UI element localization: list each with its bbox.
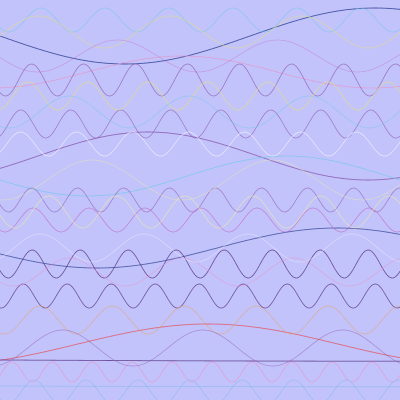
wave-short-purple-a xyxy=(0,63,400,97)
wave-short-violet-a xyxy=(0,249,400,279)
wave-mid-pink xyxy=(0,257,400,287)
wave-mid-cyan xyxy=(0,95,400,129)
wave-mid-magenta xyxy=(0,39,400,73)
wave-short-pink xyxy=(0,361,400,383)
wave-mid-purple xyxy=(0,329,400,367)
wave-short-white xyxy=(0,131,400,157)
wave-short-blue xyxy=(0,379,400,400)
wave-mid-yellow xyxy=(0,15,400,49)
wave-long-pink xyxy=(0,55,400,89)
wave-short-yellow-b xyxy=(0,195,400,229)
wave-short-orange xyxy=(0,305,400,335)
wave-short-purple-b xyxy=(0,109,400,139)
wave-flat-blue xyxy=(0,385,400,388)
wave-mid-light-yellow xyxy=(0,159,400,201)
wave-short-yellow-a xyxy=(0,81,400,111)
wave-long-navy-top xyxy=(0,7,400,65)
wave-long-cyan xyxy=(0,155,400,197)
wave-long-red-bottom xyxy=(0,323,400,361)
wave-short-cyan xyxy=(0,7,400,33)
wave-short-purple-c xyxy=(0,187,400,213)
wave-mid-white xyxy=(0,233,400,263)
wave-short-magenta xyxy=(0,207,400,233)
wave-flat-violet xyxy=(0,359,400,362)
wave-long-purple-mid xyxy=(0,131,400,181)
wave-short-violet-b xyxy=(0,283,400,309)
wave-long-navy-low xyxy=(0,227,400,269)
